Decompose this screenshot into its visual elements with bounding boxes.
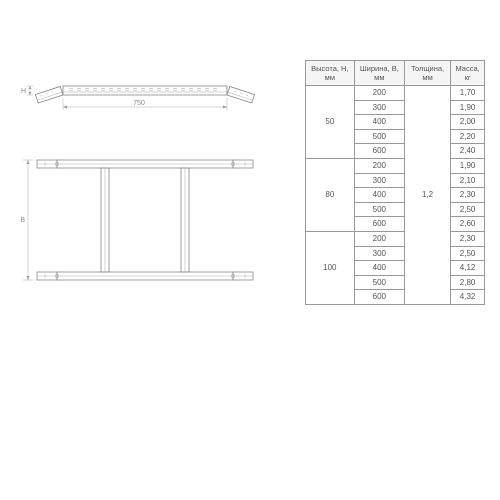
- cell-width: 200: [354, 158, 404, 173]
- cell-mass: 4,12: [451, 261, 485, 276]
- cell-width: 200: [354, 231, 404, 246]
- cell-width: 200: [354, 86, 404, 101]
- cell-width: 400: [354, 261, 404, 276]
- cell-mass: 2,30: [451, 231, 485, 246]
- cell-height: 50: [306, 86, 355, 159]
- col-height: Высота, H, мм: [306, 61, 355, 86]
- cell-width: 600: [354, 290, 404, 305]
- technical-drawing: H 750: [15, 50, 285, 400]
- cell-mass: 2,10: [451, 173, 485, 188]
- col-thickness: Толщина, мм: [404, 61, 450, 86]
- cell-mass: 2,50: [451, 202, 485, 217]
- table-row: 802001,90: [306, 158, 485, 173]
- main-container: H 750: [0, 0, 500, 500]
- cell-mass: 1,70: [451, 86, 485, 101]
- cell-width: 400: [354, 188, 404, 203]
- cell-width: 500: [354, 275, 404, 290]
- cell-mass: 2,00: [451, 115, 485, 130]
- cell-thickness: 1,2: [404, 86, 450, 305]
- cell-width: 500: [354, 202, 404, 217]
- cell-mass: 2,20: [451, 129, 485, 144]
- cell-mass: 2,30: [451, 188, 485, 203]
- cell-width: 600: [354, 217, 404, 232]
- cell-width: 400: [354, 115, 404, 130]
- cell-width: 300: [354, 246, 404, 261]
- cell-mass: 2,50: [451, 246, 485, 261]
- cell-mass: 2,40: [451, 144, 485, 159]
- col-width: Ширина, B, мм: [354, 61, 404, 86]
- cell-width: 500: [354, 129, 404, 144]
- cell-mass: 4,32: [451, 290, 485, 305]
- cell-height: 80: [306, 158, 355, 231]
- cell-width: 300: [354, 100, 404, 115]
- cell-width: 300: [354, 173, 404, 188]
- cell-height: 100: [306, 231, 355, 304]
- spec-table-area: Высота, H, мм Ширина, B, мм Толщина, мм …: [305, 50, 485, 400]
- table-row: 502001,21,70: [306, 86, 485, 101]
- drawing-svg: H 750: [15, 50, 285, 360]
- dim-label-H: H: [21, 88, 26, 95]
- table-header-row: Высота, H, мм Ширина, B, мм Толщина, мм …: [306, 61, 485, 86]
- top-view-group: H 750: [21, 86, 255, 110]
- col-mass: Масса, кг: [451, 61, 485, 86]
- spec-table: Высота, H, мм Ширина, B, мм Толщина, мм …: [305, 60, 485, 305]
- cell-mass: 1,90: [451, 158, 485, 173]
- cell-mass: 2,80: [451, 275, 485, 290]
- cell-width: 600: [354, 144, 404, 159]
- dim-label-B: B: [20, 217, 25, 224]
- cell-mass: 1,90: [451, 100, 485, 115]
- table-row: 1002002,30: [306, 231, 485, 246]
- cell-mass: 2,60: [451, 217, 485, 232]
- dim-label-750: 750: [133, 100, 145, 107]
- front-view-group: B: [20, 160, 253, 280]
